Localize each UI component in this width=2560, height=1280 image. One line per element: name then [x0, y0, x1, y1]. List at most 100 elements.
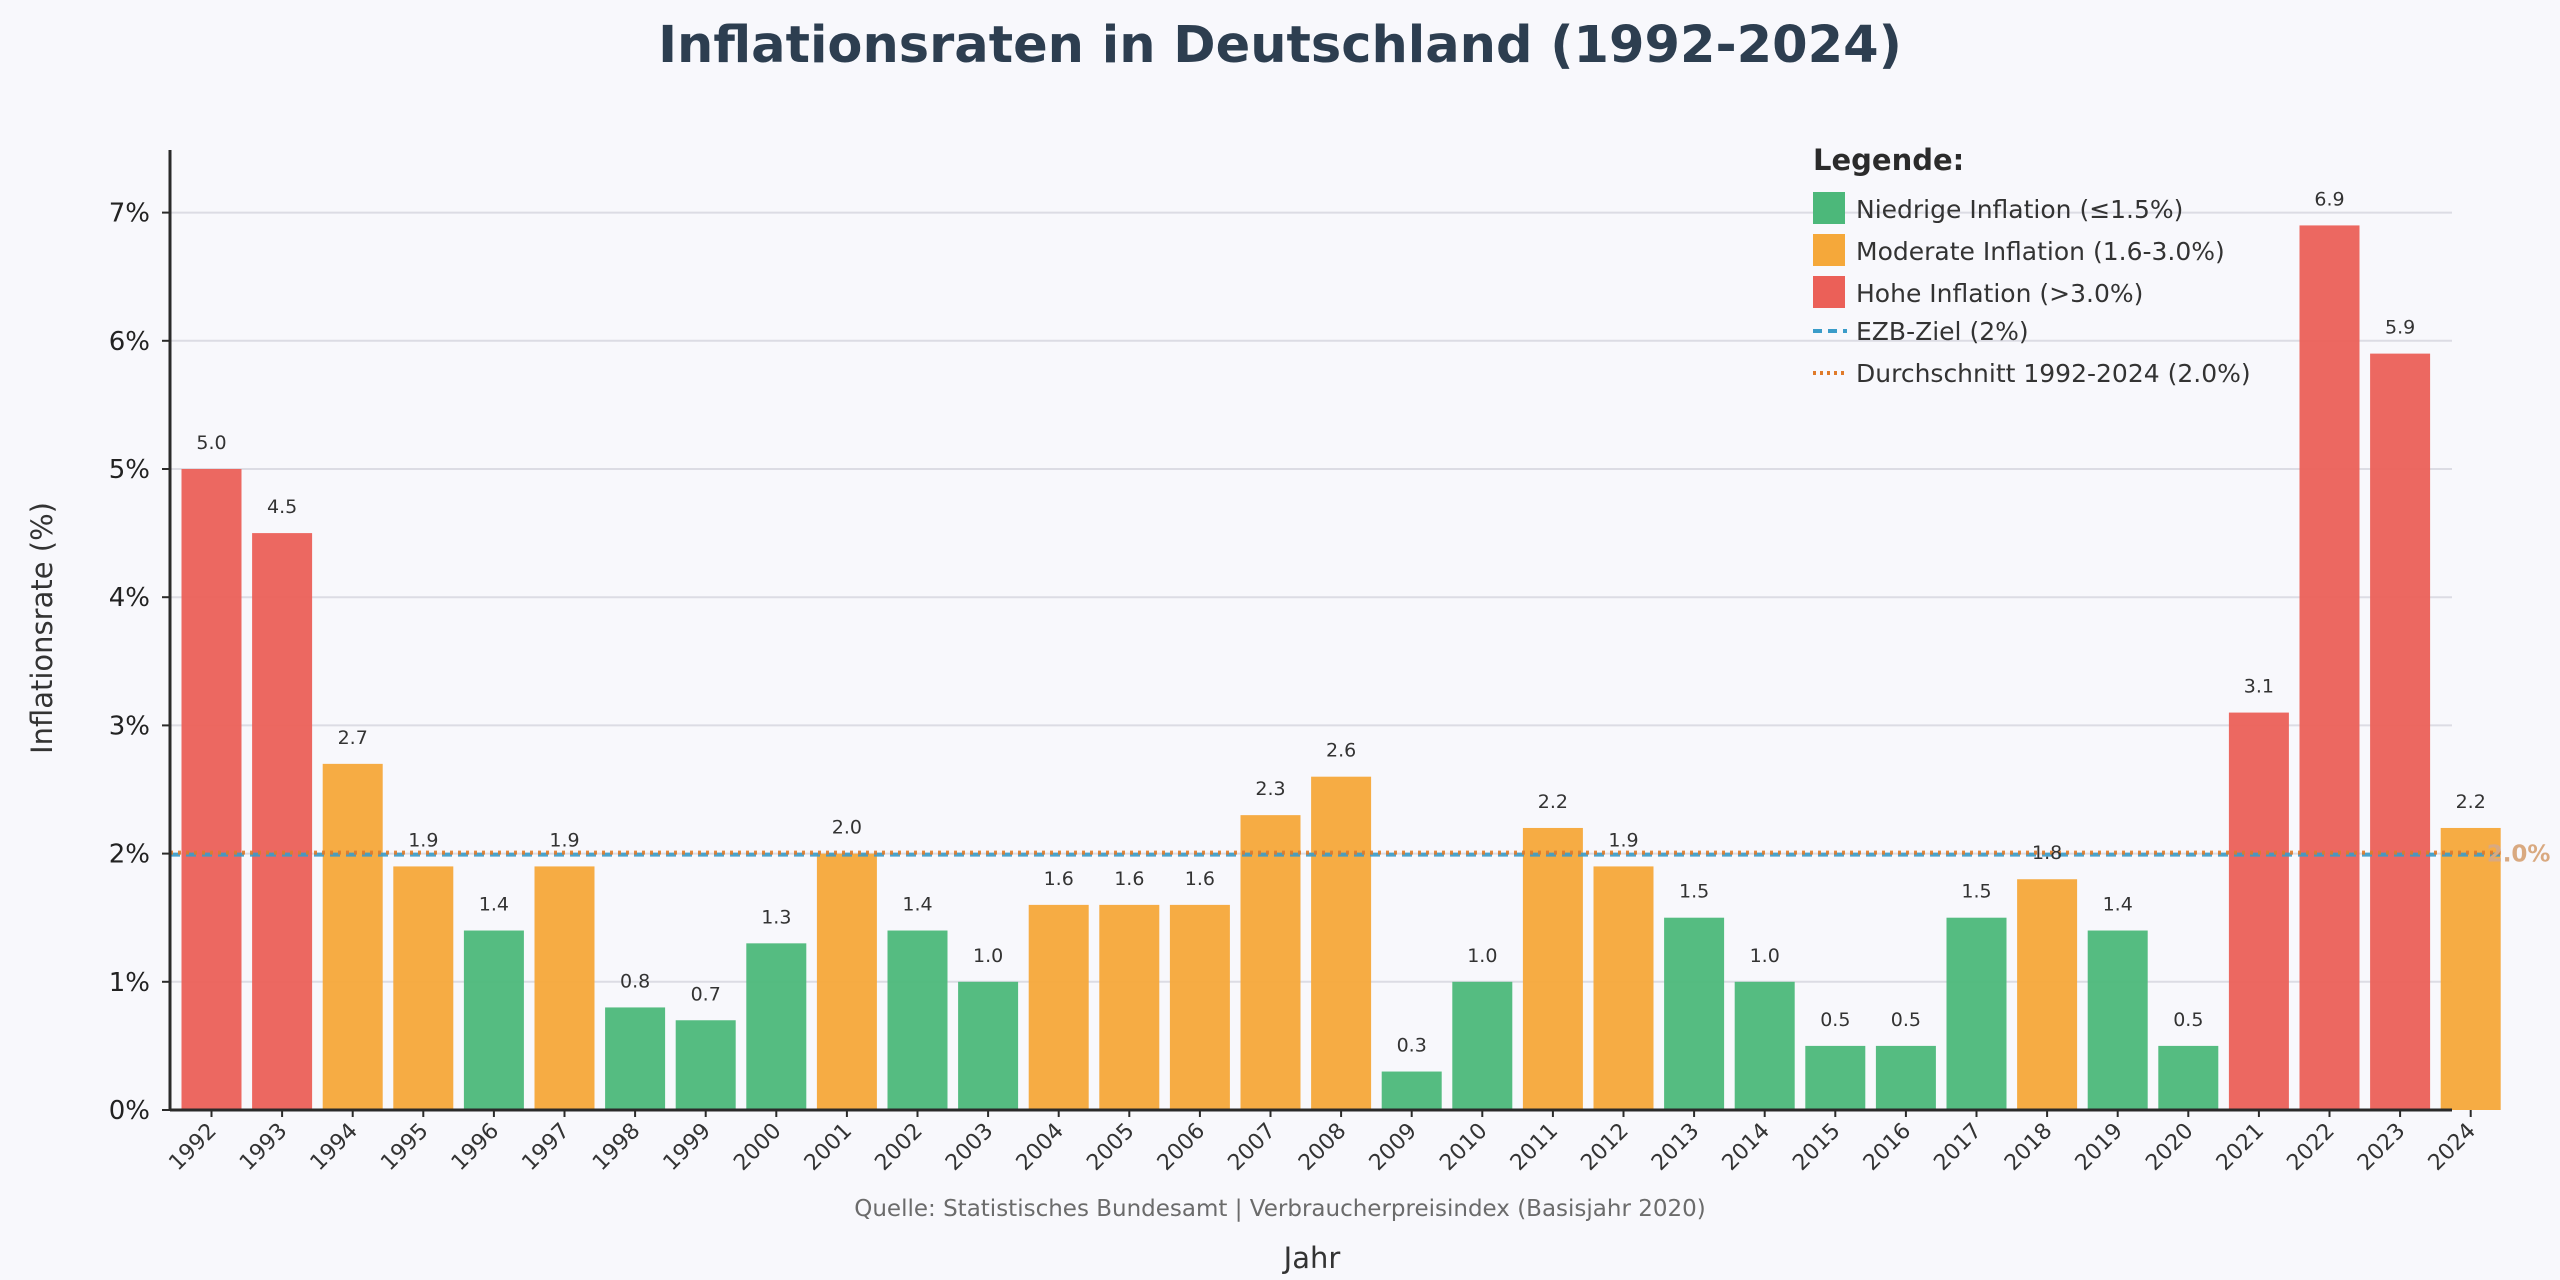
source-note: Quelle: Statistisches Bundesamt | Verbra… — [854, 1196, 1706, 1222]
value-label: 6.9 — [2314, 188, 2344, 210]
bar-1996 — [463, 930, 524, 1110]
value-label: 4.5 — [267, 496, 297, 518]
value-label: 0.7 — [691, 983, 721, 1005]
bar-2001 — [816, 853, 877, 1110]
value-label: 1.0 — [973, 945, 1003, 967]
bar-2004 — [1028, 904, 1089, 1110]
x-tick-label: 2005 — [1082, 1119, 1139, 1176]
value-label: 1.9 — [1608, 829, 1638, 851]
value-label: 1.6 — [1114, 868, 1144, 890]
bar-1998 — [605, 1007, 666, 1110]
average-end-label: 2.0% — [2487, 842, 2551, 868]
bar-2018 — [2017, 879, 2078, 1110]
value-label: 1.4 — [479, 894, 509, 916]
x-tick-label: 2004 — [1012, 1119, 1069, 1176]
value-label: 1.4 — [902, 894, 932, 916]
bar-2005 — [1099, 904, 1160, 1110]
y-tick-label: 6% — [109, 327, 150, 357]
x-tick-label: 2016 — [1859, 1119, 1916, 1176]
legend-label-moderate: Moderate Inflation (1.6-3.0%) — [1856, 237, 2225, 266]
x-tick-label: 2009 — [1365, 1119, 1422, 1176]
legend-title: Legende: — [1813, 143, 1964, 177]
x-tick-label: 2022 — [2282, 1119, 2339, 1176]
x-tick-label: 2024 — [2424, 1119, 2481, 1176]
value-label: 1.0 — [1750, 945, 1780, 967]
y-tick-label: 2% — [109, 840, 150, 870]
bar-2003 — [958, 981, 1019, 1110]
x-tick-label: 2000 — [729, 1119, 786, 1176]
x-tick-label: 2019 — [2071, 1119, 2128, 1176]
bar-2008 — [1311, 776, 1372, 1110]
x-tick-label: 2015 — [1788, 1119, 1845, 1176]
bars — [181, 225, 2501, 1111]
bar-1999 — [675, 1020, 736, 1110]
value-label: 2.6 — [1326, 740, 1356, 762]
legend-label-high: Hohe Inflation (>3.0%) — [1856, 279, 2143, 308]
bar-2024 — [2440, 827, 2501, 1110]
x-tick-label: 2008 — [1294, 1119, 1351, 1176]
x-tick-label: 1997 — [517, 1119, 574, 1176]
bar-1997 — [534, 866, 595, 1110]
value-label: 1.8 — [2032, 842, 2062, 864]
x-tick-label: 2023 — [2353, 1119, 2410, 1176]
x-tick-label: 1992 — [164, 1119, 221, 1176]
x-ticks: 1992 1993 1994 1995 1996 1997 1998 1999 2000 2001… — [164, 1110, 2481, 1176]
x-tick-label: 2002 — [870, 1119, 927, 1176]
bar-2012 — [1593, 866, 1654, 1110]
value-label: 2.7 — [338, 727, 368, 749]
bar-1995 — [393, 866, 454, 1110]
y-axis-label: Inflationsrate (%) — [25, 502, 59, 754]
bar-2020 — [2158, 1045, 2219, 1110]
value-label: 2.3 — [1255, 778, 1285, 800]
bar-2011 — [1522, 827, 1583, 1110]
x-tick-label: 1998 — [588, 1119, 645, 1176]
bar-2017 — [1946, 917, 2007, 1110]
x-tick-label: 2001 — [800, 1119, 857, 1176]
x-axis-label: Jahr — [1282, 1241, 1341, 1275]
y-tick-label: 1% — [109, 968, 150, 998]
x-tick-label: 1993 — [235, 1119, 292, 1176]
y-tick-label: 3% — [109, 711, 150, 741]
legend: Legende: Niedrige Inflation (≤1.5%) Mode… — [1813, 143, 2251, 388]
x-tick-label: 2014 — [1718, 1119, 1775, 1176]
bar-1992 — [181, 469, 242, 1110]
legend-label-low: Niedrige Inflation (≤1.5%) — [1856, 195, 2183, 224]
bar-2022 — [2299, 225, 2360, 1111]
bar-2007 — [1240, 815, 1301, 1110]
x-tick-label: 2020 — [2141, 1119, 2198, 1176]
bar-2002 — [887, 930, 948, 1110]
bar-2021 — [2228, 712, 2289, 1110]
x-tick-label: 2006 — [1153, 1119, 1210, 1176]
value-label: 0.3 — [1397, 1035, 1427, 1057]
bar-2010 — [1452, 981, 1513, 1110]
bar-2013 — [1664, 917, 1725, 1110]
y-tick-label: 7% — [109, 199, 150, 229]
x-tick-label: 2011 — [1506, 1119, 1563, 1176]
value-label: 0.5 — [1820, 1009, 1850, 1031]
value-label: 1.4 — [2103, 894, 2133, 916]
value-label: 1.3 — [761, 906, 791, 928]
value-label: 1.5 — [1679, 881, 1709, 903]
value-label: 5.9 — [2385, 317, 2415, 339]
x-tick-label: 2012 — [1576, 1119, 1633, 1176]
legend-label-average: Durchschnitt 1992-2024 (2.0%) — [1856, 359, 2251, 388]
bar-2009 — [1381, 1071, 1442, 1110]
value-labels: 5.0 4.5 2.7 1.9 1.4 1.9 0.8 0.7 1.3 2.0 1.4 1.0 1.6 1… — [196, 188, 2485, 1056]
bar-2000 — [746, 943, 807, 1110]
bar-2019 — [2087, 930, 2148, 1110]
value-label: 1.6 — [1185, 868, 1215, 890]
value-label: 2.0 — [832, 817, 862, 839]
x-tick-label: 1999 — [659, 1119, 716, 1176]
bar-2006 — [1169, 904, 1230, 1110]
value-label: 1.6 — [1044, 868, 1074, 890]
x-tick-label: 2013 — [1647, 1119, 1704, 1176]
x-tick-label: 2017 — [1929, 1119, 1986, 1176]
value-label: 1.5 — [1961, 881, 1991, 903]
x-tick-label: 1996 — [447, 1119, 504, 1176]
value-label: 1.9 — [549, 829, 579, 851]
y-tick-label: 0% — [109, 1096, 150, 1126]
y-ticks: 0% 1% 2% 3% 4% 5% 6% 7% — [109, 199, 170, 1126]
legend-swatch-low — [1813, 192, 1845, 224]
bar-1993 — [252, 533, 313, 1110]
